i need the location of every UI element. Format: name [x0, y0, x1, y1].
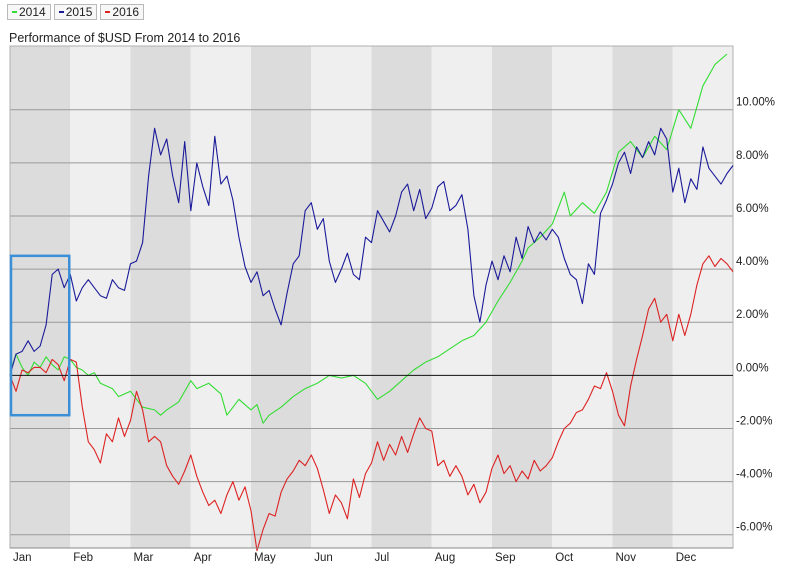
legend-swatch-2016 — [105, 11, 111, 13]
x-tick-label: Feb — [73, 552, 93, 564]
chart-title: Performance of $USD From 2014 to 2016 — [9, 31, 241, 45]
month-band-feb — [70, 46, 131, 548]
month-band-jul — [371, 46, 432, 548]
y-tick-label: -6.00% — [736, 522, 772, 534]
month-band-may — [251, 46, 312, 548]
month-band-mar — [130, 46, 191, 548]
x-tick-label: May — [254, 552, 276, 564]
legend-label-2016: 2016 — [112, 5, 140, 19]
x-tick-label: Jun — [314, 552, 333, 564]
x-tick-label: Aug — [435, 552, 455, 564]
x-tick-label: Dec — [676, 552, 697, 564]
legend: 2014 2015 2016 — [7, 4, 147, 22]
y-tick-label: 4.00% — [736, 256, 769, 268]
legend-item-2014[interactable]: 2014 — [7, 4, 51, 20]
series-line-2014 — [9, 53, 728, 424]
highlight-box — [9, 254, 71, 417]
x-tick-label: Nov — [616, 552, 637, 564]
legend-swatch-2014 — [12, 11, 17, 13]
month-band-apr — [190, 46, 251, 548]
legend-swatch-2015 — [58, 11, 64, 13]
legend-label-2015: 2015 — [65, 5, 93, 19]
y-tick-label: -4.00% — [736, 469, 772, 481]
x-tick-label: Jan — [13, 552, 32, 564]
y-tick-label: 8.00% — [736, 150, 769, 162]
legend-item-2016[interactable]: 2016 — [100, 4, 145, 20]
y-tick-label: 6.00% — [736, 203, 769, 215]
x-tick-label: Jul — [375, 552, 390, 564]
month-band-jan — [10, 46, 71, 548]
month-band-oct — [552, 46, 613, 548]
y-tick-label: 2.00% — [736, 309, 769, 321]
y-tick-label: -2.00% — [736, 415, 772, 427]
y-tick-label: 10.00% — [736, 97, 775, 109]
month-band-jun — [311, 46, 372, 548]
x-tick-label: Apr — [194, 552, 212, 564]
month-band-sep — [492, 46, 553, 548]
x-tick-label: Oct — [555, 552, 574, 564]
legend-item-2015[interactable]: 2015 — [53, 4, 98, 20]
series-line-2015 — [9, 127, 734, 376]
x-tick-label: Mar — [134, 552, 154, 564]
month-band-aug — [431, 46, 492, 548]
month-band-dec — [672, 46, 733, 548]
legend-label-2014: 2014 — [19, 5, 46, 19]
series-line-2016 — [9, 255, 734, 552]
y-tick-label: 0.00% — [736, 362, 769, 374]
x-tick-label: Sep — [495, 552, 515, 564]
month-band-nov — [612, 46, 673, 548]
